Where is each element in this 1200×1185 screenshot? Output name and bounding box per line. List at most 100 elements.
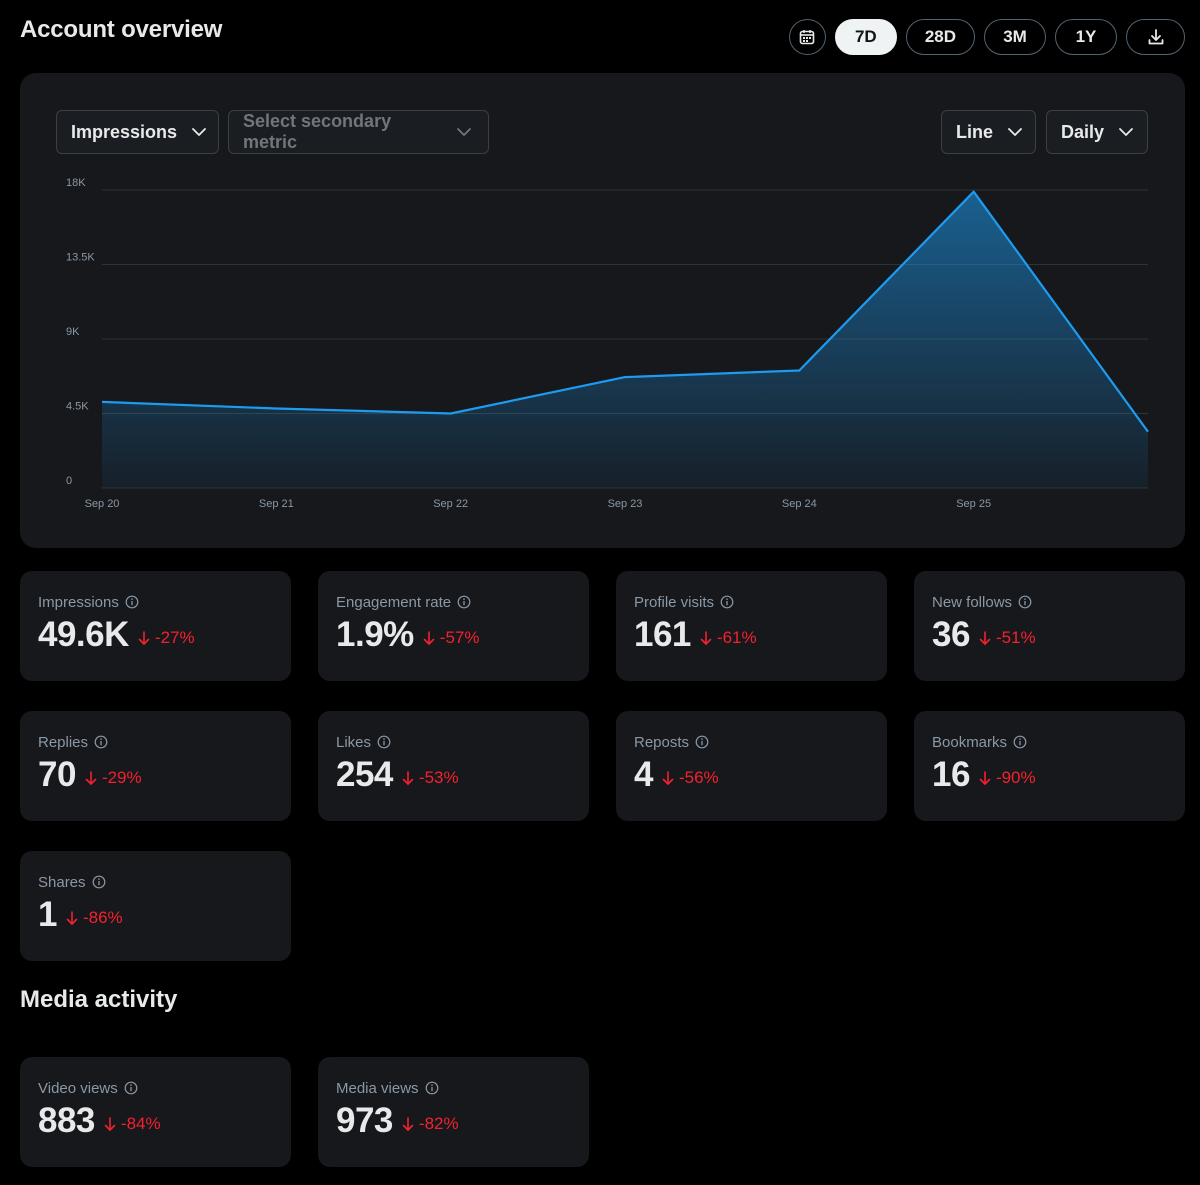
metric-value-row: 161 -61% [634, 615, 869, 655]
info-icon[interactable] [125, 595, 139, 609]
metric-label-row: Replies [38, 733, 273, 751]
data-point-sep-26[interactable] [1145, 429, 1151, 435]
info-icon[interactable] [377, 735, 391, 749]
data-point-sep-20[interactable] [99, 399, 105, 405]
range-28d-button[interactable]: 28D [905, 19, 975, 55]
metric-label-row: Bookmarks [932, 733, 1167, 751]
info-icon[interactable] [695, 735, 709, 749]
granularity-dropdown[interactable]: Daily [1046, 110, 1148, 154]
metric-change-value: -29% [101, 768, 142, 787]
secondary-metric-dropdown[interactable]: Select secondary metric [228, 110, 489, 154]
granularity-label: Daily [1061, 121, 1105, 142]
metric-change-value: -27% [154, 628, 195, 647]
metric-card-metrics-6[interactable]: Reposts 4 -56% [616, 711, 887, 821]
calendar-button[interactable] [788, 19, 826, 55]
chart-type-label: Line [956, 121, 994, 142]
metric-label: Profile visits [634, 593, 715, 611]
metric-change: -86% [65, 908, 123, 928]
metric-card-media-metrics-1[interactable]: Media views 973 -82% [318, 1057, 589, 1167]
metric-value: 883 [38, 1101, 95, 1140]
info-icon[interactable] [94, 735, 108, 749]
metric-label-row: Reposts [634, 733, 869, 751]
data-point-sep-21[interactable] [273, 406, 279, 412]
metric-card-metrics-2[interactable]: Profile visits 161 -61% [616, 571, 887, 681]
x-tick-label: Sep 21 [259, 498, 294, 510]
info-icon[interactable] [1018, 595, 1032, 609]
metric-label: Replies [38, 733, 89, 751]
chevron-down-icon [1119, 128, 1133, 136]
info-icon[interactable] [457, 595, 471, 609]
calendar-icon [800, 30, 815, 45]
download-button[interactable] [1126, 19, 1185, 55]
media-activity-title: Media activity [20, 986, 178, 1013]
metric-card-metrics-0[interactable]: Impressions 49.6K -27% [20, 571, 291, 681]
metric-label: Impressions [38, 593, 119, 611]
info-icon[interactable] [92, 875, 106, 889]
metric-label-row: Video views [38, 1079, 273, 1097]
range-3m-button[interactable]: 3M [984, 19, 1046, 55]
chart-type-dropdown[interactable]: Line [941, 110, 1036, 154]
metric-value-row: 16 -90% [932, 755, 1167, 795]
metric-value: 16 [932, 755, 970, 794]
metric-label: Engagement rate [336, 593, 452, 611]
chart-panel: Impressions Select secondary metric Line… [20, 73, 1185, 548]
metric-card-metrics-3[interactable]: New follows 36 -51% [914, 571, 1185, 681]
metric-change-value: -61% [716, 628, 757, 647]
y-tick-label: 18K [66, 177, 86, 189]
data-point-sep-23[interactable] [622, 374, 628, 380]
data-point-sep-22[interactable] [448, 411, 454, 417]
metric-label: Bookmarks [932, 733, 1008, 751]
metric-change: -84% [103, 1114, 161, 1134]
range-1y-button[interactable]: 1Y [1055, 19, 1117, 55]
metric-change: -57% [422, 628, 480, 648]
metric-label: Likes [336, 733, 372, 751]
download-icon [1148, 29, 1163, 45]
page-title: Account overview [20, 16, 223, 43]
metric-label-row: Impressions [38, 593, 273, 611]
metric-value: 254 [336, 755, 393, 794]
info-icon[interactable] [1013, 735, 1027, 749]
arrow-down-icon [85, 771, 97, 785]
primary-metric-dropdown[interactable]: Impressions [56, 110, 219, 154]
x-tick-label: Sep 22 [433, 498, 468, 510]
y-tick-label: 13.5K [66, 252, 95, 264]
y-tick-label: 4.5K [66, 401, 89, 413]
info-icon[interactable] [124, 1081, 138, 1095]
metric-value: 70 [38, 755, 76, 794]
metric-value-row: 883 -84% [38, 1101, 273, 1141]
metric-card-metrics-7[interactable]: Bookmarks 16 -90% [914, 711, 1185, 821]
metric-value-row: 49.6K -27% [38, 615, 273, 655]
data-point-sep-24[interactable] [796, 367, 802, 373]
metric-card-metrics-1[interactable]: Engagement rate 1.9% -57% [318, 571, 589, 681]
metric-value-row: 1.9% -57% [336, 615, 571, 655]
info-icon[interactable] [720, 595, 734, 609]
metric-value: 1 [38, 895, 57, 934]
secondary-metric-placeholder: Select secondary metric [243, 111, 392, 152]
metric-value-row: 254 -53% [336, 755, 571, 795]
metric-card-metrics-4[interactable]: Replies 70 -29% [20, 711, 291, 821]
impressions-chart: 0 4.5K 9K 13.5K 18K Sep 20 Sep 21 Sep 22 Sep 23 S… [66, 177, 1151, 510]
metric-card-metrics-5[interactable]: Likes 254 -53% [318, 711, 589, 821]
metric-value-row: 4 -56% [634, 755, 869, 795]
metric-change-value: -86% [82, 908, 123, 927]
metric-change: -61% [699, 628, 757, 648]
metric-label-row: New follows [932, 593, 1167, 611]
range-7d-button[interactable]: 7D [834, 19, 897, 55]
metric-label: Media views [336, 1079, 419, 1097]
data-point-sep-25[interactable] [971, 189, 977, 195]
x-tick-label: Sep 23 [608, 498, 643, 510]
metric-change: -29% [84, 768, 142, 788]
metric-change: -53% [401, 768, 459, 788]
metric-card-metrics-8[interactable]: Shares 1 -86% [20, 851, 291, 961]
metric-label: Shares [38, 873, 86, 891]
metric-change-value: -57% [439, 628, 480, 647]
metric-card-media-metrics-0[interactable]: Video views 883 -84% [20, 1057, 291, 1167]
metric-value: 161 [634, 615, 691, 654]
metric-label-row: Engagement rate [336, 593, 571, 611]
arrow-down-icon [979, 771, 991, 785]
impressions-area [102, 191, 1148, 488]
impressions-series-line [101, 190, 1149, 433]
metric-label-row: Profile visits [634, 593, 869, 611]
info-icon[interactable] [425, 1081, 439, 1095]
metric-change-value: -53% [418, 768, 459, 787]
